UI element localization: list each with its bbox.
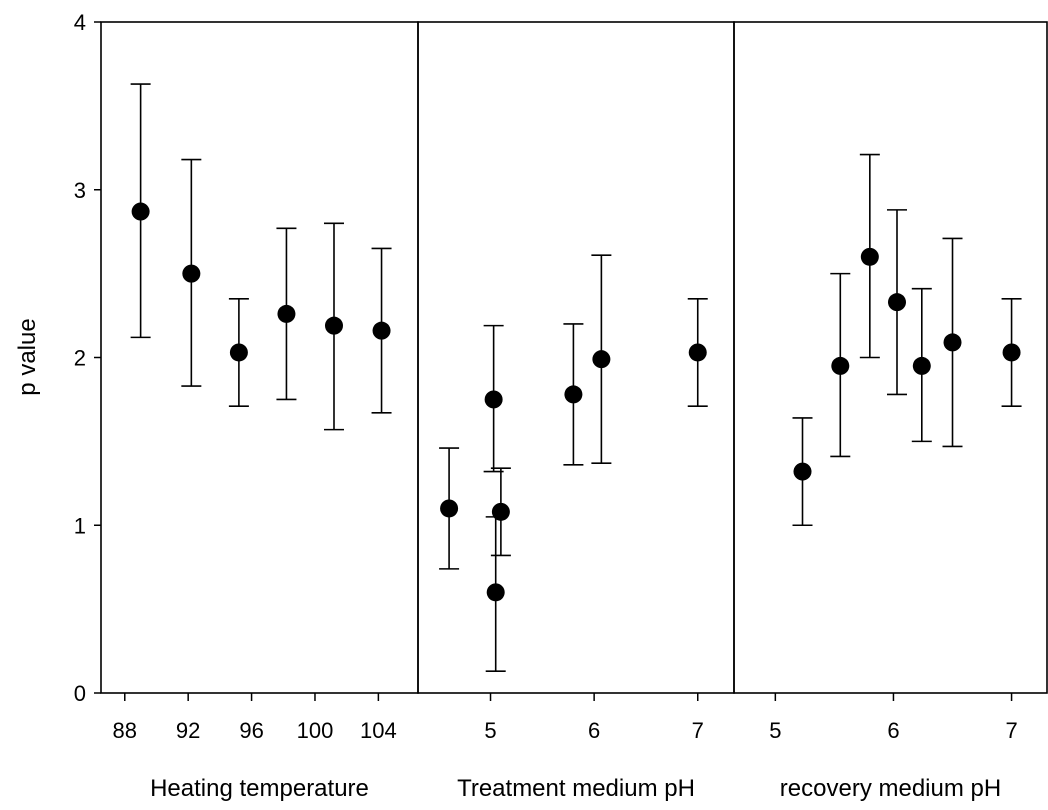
data-series — [130, 83, 1022, 672]
x-axis-title: recovery medium pH — [780, 775, 1001, 802]
data-point — [793, 462, 812, 481]
data-point — [943, 333, 962, 352]
x-tick-label: 104 — [360, 718, 397, 743]
y-tick-label: 4 — [74, 10, 86, 35]
x-tick-label: 5 — [484, 718, 496, 743]
panel-frame-1 — [100, 21, 419, 694]
x-tick-label: 7 — [1005, 718, 1017, 743]
x-tick-label: 6 — [588, 718, 600, 743]
panel-frame-2 — [417, 21, 735, 694]
data-point — [491, 502, 510, 521]
data-point — [831, 356, 850, 375]
data-point — [486, 583, 505, 602]
data-point — [277, 304, 296, 323]
data-point — [484, 390, 503, 409]
y-tick-label: 1 — [74, 513, 86, 538]
x-tick-label: 5 — [769, 718, 781, 743]
x-axis-title: Treatment medium pH — [457, 775, 695, 802]
y-axis: 0 1 2 3 4 — [74, 10, 101, 706]
data-point — [592, 350, 611, 369]
x-tick-label: 100 — [297, 718, 334, 743]
x-tick-label: 92 — [176, 718, 200, 743]
data-point — [372, 321, 391, 340]
x-tick-label: 7 — [692, 718, 704, 743]
x-tick-label: 88 — [113, 718, 137, 743]
y-tick-label: 0 — [74, 681, 86, 706]
panel-frames — [100, 21, 1048, 694]
y-tick-label: 2 — [74, 346, 86, 371]
data-point — [131, 202, 150, 221]
x-tick-label: 96 — [239, 718, 263, 743]
data-point — [688, 343, 707, 362]
data-point — [324, 316, 343, 335]
panel-frame-3 — [733, 21, 1048, 694]
data-point — [912, 356, 931, 375]
x-axis-title: Heating temperature — [150, 775, 369, 802]
data-point — [229, 343, 248, 362]
data-point — [564, 385, 583, 404]
data-point — [887, 293, 906, 312]
x-axes: 88 92 96 100 104 Heating temperature 5 6 7 Treatm… — [113, 693, 1018, 802]
data-point — [182, 264, 201, 283]
data-point — [1002, 343, 1021, 362]
data-point — [440, 499, 459, 518]
x-tick-label: 6 — [887, 718, 899, 743]
data-point — [860, 247, 879, 266]
y-tick-label: 3 — [74, 178, 86, 203]
y-axis-title: p value — [14, 318, 41, 395]
